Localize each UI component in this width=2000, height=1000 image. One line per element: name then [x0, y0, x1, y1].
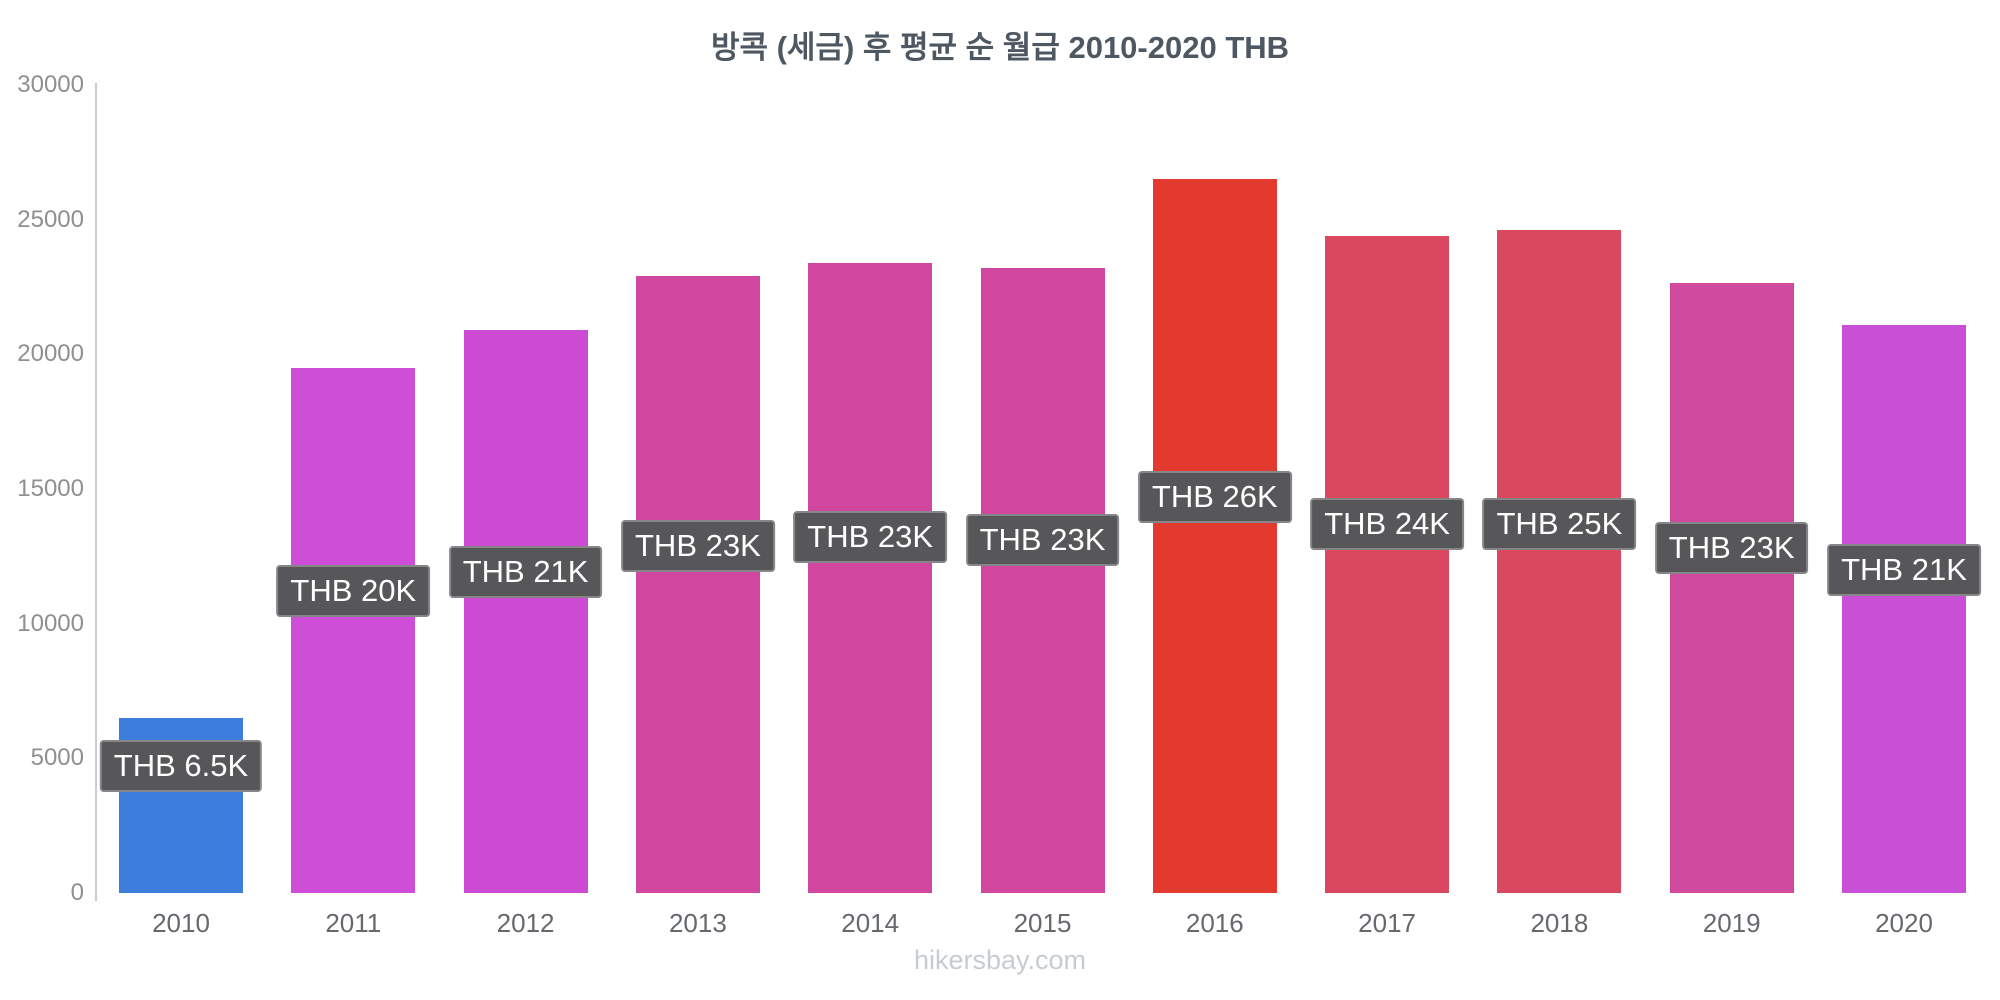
bar-value-label-2020: THB 21K [1827, 543, 1981, 596]
bar-2015[interactable] [980, 268, 1105, 893]
bar-2013[interactable] [635, 276, 760, 893]
bar-2012[interactable] [463, 330, 588, 893]
bar-2011[interactable] [291, 367, 416, 893]
y-tick-label: 15000 [17, 475, 84, 502]
x-tick-label-2019: 2019 [1702, 908, 1761, 938]
y-tick-label: 0 [70, 879, 84, 906]
x-tick-label-2020: 2020 [1875, 908, 1933, 938]
y-tick-label: 10000 [17, 609, 84, 637]
x-tick-label-2015: 2015 [1013, 908, 1072, 938]
x-tick-label-2017: 2017 [1358, 908, 1417, 938]
bar-value-label-2015: THB 23K [965, 514, 1120, 567]
bar-2020[interactable] [1842, 324, 1966, 893]
y-tick-label: 30000 [17, 71, 84, 98]
x-tick-label-2016: 2016 [1185, 908, 1244, 938]
x-tick-label-2012: 2012 [496, 908, 555, 938]
bar-value-label-2011: THB 20K [276, 565, 431, 618]
x-tick-label-2018: 2018 [1530, 908, 1589, 938]
bar-2016[interactable] [1152, 179, 1277, 893]
y-tick-label: 25000 [17, 205, 84, 233]
x-tick-label-2010: 2010 [152, 908, 210, 938]
x-tick-label-2014: 2014 [841, 908, 900, 938]
bar-value-label-2012: THB 21K [448, 546, 603, 599]
bar-2014[interactable] [808, 262, 933, 893]
y-tick-label: 20000 [17, 340, 84, 368]
y-tick-label: 5000 [30, 744, 84, 772]
bar-value-label-2016: THB 26K [1137, 471, 1292, 524]
bar-value-label-2013: THB 23K [621, 519, 775, 572]
x-tick-label-2013: 2013 [668, 908, 727, 938]
y-axis-line [95, 83, 97, 901]
bar-value-label-2014: THB 23K [793, 511, 948, 564]
chart-title: 방콕 (세금) 후 평균 순 월급 2010-2020 THB [710, 30, 1290, 65]
bar-2019[interactable] [1669, 282, 1794, 893]
x-tick-label-2011: 2011 [325, 908, 382, 938]
watermark: hikersbay.com [913, 945, 1087, 975]
bar-value-label-2017: THB 24K [1310, 498, 1464, 550]
bar-2017[interactable] [1325, 235, 1450, 893]
bar-2018[interactable] [1497, 230, 1622, 893]
bar-value-label-2018: THB 25K [1482, 498, 1637, 550]
bar-value-label-2019: THB 23K [1654, 522, 1809, 575]
bar-value-label-2010: THB 6.5K [99, 740, 263, 793]
